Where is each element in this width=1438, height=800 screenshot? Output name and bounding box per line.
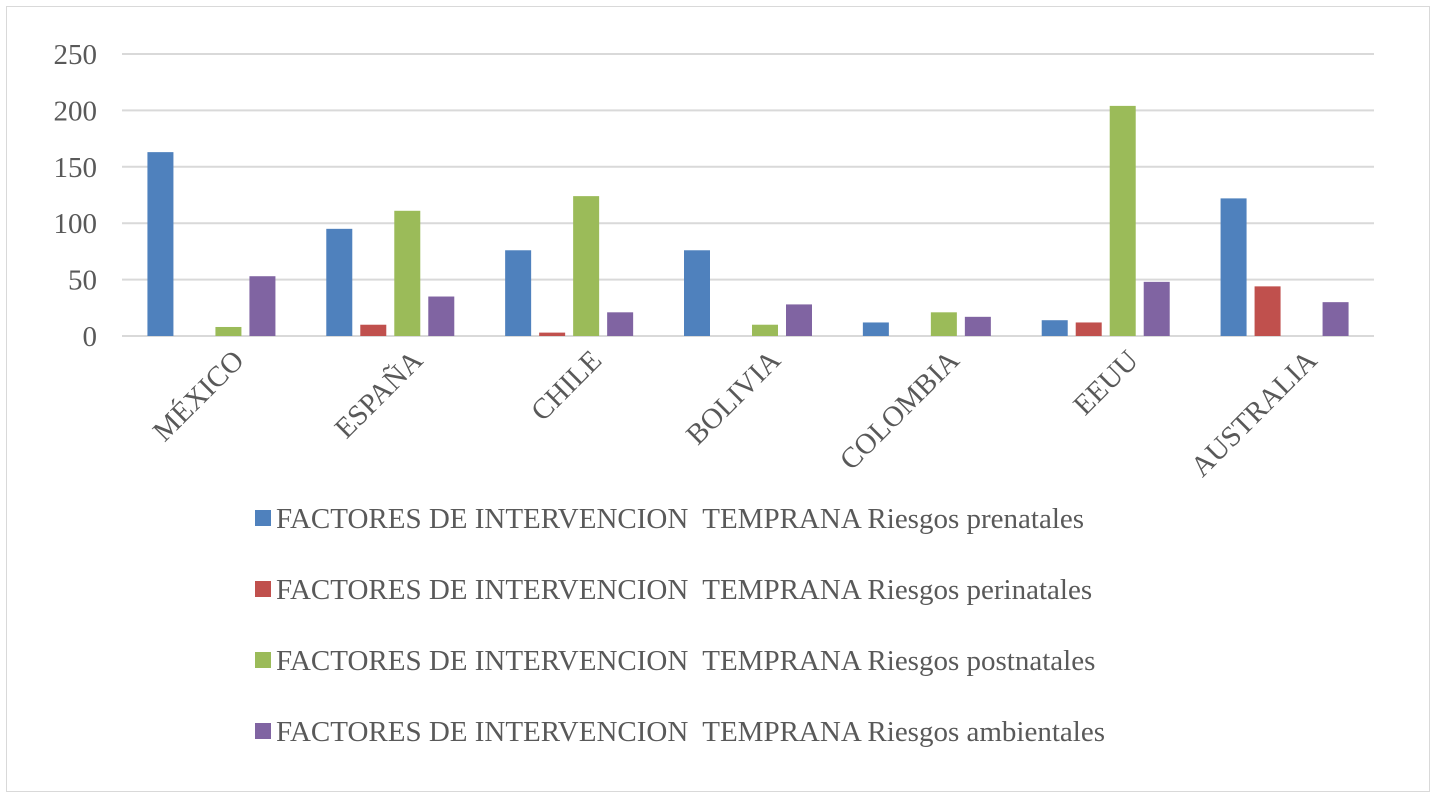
- x-tick-label: MÉXICO: [146, 344, 250, 448]
- bar: [249, 276, 276, 336]
- y-tick-label: 100: [54, 208, 98, 240]
- x-tick-label: ESPAÑA: [329, 344, 430, 445]
- x-axis-tick-labels: MÉXICO ESPAÑA CHILE BOLIVIA COLOMBIA EEUU AUST…: [146, 344, 1323, 484]
- bar: [1322, 302, 1349, 336]
- y-tick-label: 200: [54, 95, 98, 127]
- bar: [573, 196, 600, 336]
- bar: [1254, 286, 1281, 336]
- bar: [1075, 322, 1102, 336]
- bar: [360, 324, 387, 336]
- bar: [326, 228, 353, 336]
- bar: [428, 296, 455, 336]
- legend-swatch: [255, 581, 271, 597]
- legend: FACTORES DE INTERVENCION TEMPRANA Riesgo…: [255, 503, 1105, 748]
- legend-swatch: [255, 723, 271, 739]
- legend-entry: FACTORES DE INTERVENCION TEMPRANA Riesgo…: [276, 574, 1092, 606]
- bar: [147, 152, 174, 336]
- y-tick-label: 0: [83, 321, 98, 353]
- bar: [1143, 281, 1170, 336]
- bar: [862, 322, 889, 336]
- y-tick-label: 50: [68, 265, 97, 297]
- y-tick-label: 250: [54, 39, 98, 71]
- bar: [684, 250, 710, 336]
- x-tick-label: AUSTRALIA: [1185, 344, 1324, 483]
- legend-entry: FACTORES DE INTERVENCION TEMPRANA Riesgo…: [276, 716, 1105, 748]
- bar: [1220, 198, 1247, 336]
- bar: [394, 210, 421, 336]
- bars: [147, 105, 1349, 336]
- y-tick-label: 150: [54, 152, 98, 184]
- x-tick-label: BOLIVIA: [680, 344, 787, 451]
- legend-entry: FACTORES DE INTERVENCION TEMPRANA Riesgo…: [276, 503, 1084, 535]
- bar: [1109, 105, 1136, 336]
- bar: [752, 324, 778, 336]
- bar: [786, 304, 812, 336]
- bar: [215, 326, 242, 336]
- bar: [607, 312, 634, 336]
- x-tick-label: EEUU: [1067, 344, 1144, 421]
- bar: [964, 316, 991, 336]
- bar: [930, 312, 957, 336]
- x-tick-label: COLOMBIA: [834, 344, 966, 476]
- chart-frame: [6, 6, 1430, 792]
- bar: [1041, 320, 1068, 336]
- y-axis-tick-labels: 0 50 100 150 200 250: [54, 39, 98, 353]
- gridlines: [122, 53, 1374, 337]
- legend-swatch: [255, 510, 271, 526]
- legend-entry: FACTORES DE INTERVENCION TEMPRANA Riesgo…: [276, 645, 1095, 677]
- bar: [539, 332, 566, 336]
- bar: [505, 250, 532, 336]
- legend-swatch: [255, 652, 271, 668]
- x-tick-label: CHILE: [525, 344, 608, 427]
